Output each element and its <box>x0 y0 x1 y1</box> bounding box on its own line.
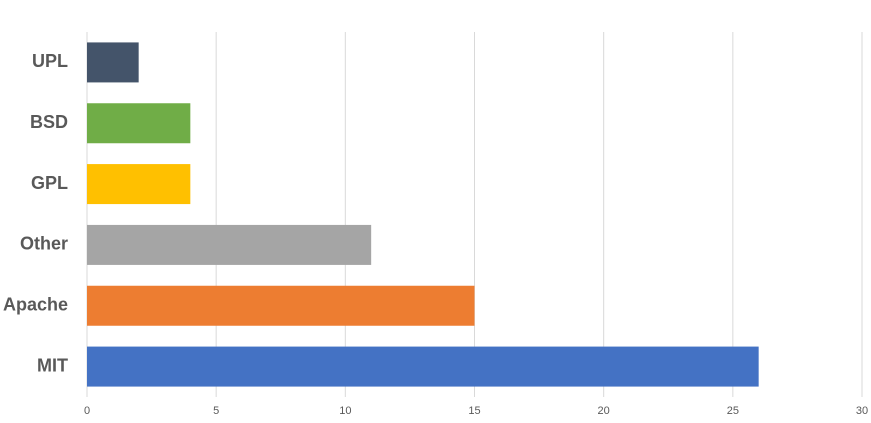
x-tick-label: 5 <box>213 405 219 417</box>
bar <box>87 164 191 205</box>
bar <box>87 42 139 83</box>
bar <box>87 346 759 387</box>
bar <box>87 103 191 144</box>
bar <box>87 224 372 265</box>
x-tick-label: 15 <box>468 405 480 417</box>
x-tick-label: 0 <box>84 405 90 417</box>
y-tick-label: UPL <box>32 51 68 71</box>
y-tick-label: MIT <box>37 355 68 375</box>
y-tick-label: Apache <box>3 295 68 315</box>
x-tick-label: 25 <box>727 405 739 417</box>
y-tick-label: Other <box>20 234 68 254</box>
x-tick-label: 10 <box>339 405 351 417</box>
x-tick-label: 30 <box>856 405 868 417</box>
bar <box>87 285 475 326</box>
y-tick-label: BSD <box>30 112 68 132</box>
x-tick-label: 20 <box>598 405 610 417</box>
y-tick-label: GPL <box>31 173 68 193</box>
